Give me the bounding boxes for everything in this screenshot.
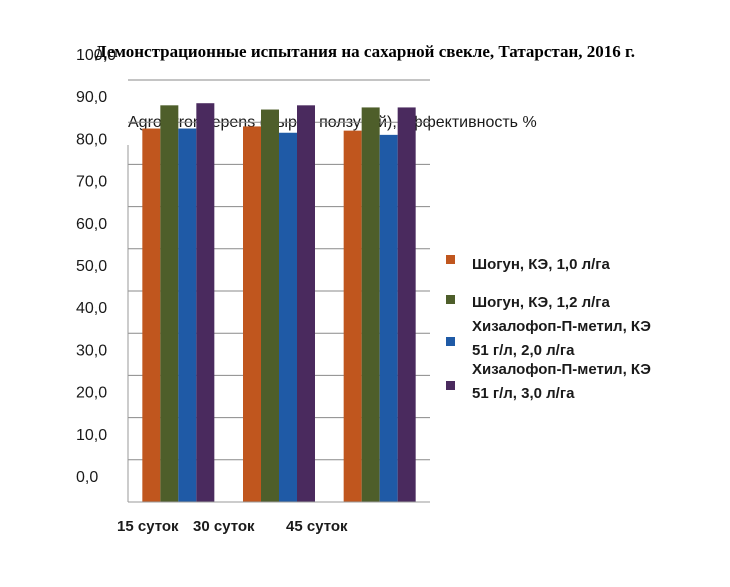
legend-swatch xyxy=(446,255,455,264)
y-tick-label: 30,0 xyxy=(76,342,107,359)
bar xyxy=(160,105,179,502)
y-tick-label: 90,0 xyxy=(76,89,107,106)
bar xyxy=(196,103,215,503)
x-tick-label: 30 суток xyxy=(193,518,255,535)
page-title: Демонстрационные испытания на сахарной с… xyxy=(94,42,636,61)
x-tick-labels: 15 суток 30 суток 45 суток xyxy=(117,518,348,535)
legend-swatch xyxy=(446,337,455,346)
bar xyxy=(297,105,315,502)
bar xyxy=(279,132,297,502)
bar xyxy=(243,126,261,503)
legend-label: 51 г/л, 2,0 л/га xyxy=(472,342,575,359)
bar xyxy=(261,109,279,502)
legend-swatch xyxy=(446,381,455,390)
bar xyxy=(397,107,416,503)
bar xyxy=(379,134,398,503)
y-tick-label: 60,0 xyxy=(76,216,107,233)
y-tick-label: 0,0 xyxy=(76,469,98,486)
legend-label: Шогун, КЭ, 1,2 л/га xyxy=(472,294,611,311)
y-tick-label: 20,0 xyxy=(76,385,107,402)
legend-label: Хизалофоп-П-метил, КЭ xyxy=(472,318,651,335)
y-tick-label: 80,0 xyxy=(76,131,107,148)
legend-label: 51 г/л, 3,0 л/га xyxy=(472,385,575,402)
x-tick-label: 15 суток xyxy=(117,518,179,535)
y-tick-label: 70,0 xyxy=(76,174,107,191)
bars xyxy=(142,103,416,503)
y-tick-label: 50,0 xyxy=(76,258,107,275)
x-tick-label: 45 суток xyxy=(286,518,348,535)
legend-swatch xyxy=(446,295,455,304)
bar xyxy=(178,128,197,502)
legend: Шогун, КЭ, 1,0 л/га Шогун, КЭ, 1,2 л/га Хи… xyxy=(446,255,651,402)
y-tick-label: 100,0 xyxy=(76,47,116,64)
legend-label: Хизалофоп-П-метил, КЭ xyxy=(472,361,651,378)
y-tick-label: 10,0 xyxy=(76,427,107,444)
y-tick-label: 40,0 xyxy=(76,300,107,317)
bar xyxy=(361,107,380,503)
y-tick-labels: 0,0 10,0 20,0 30,0 40,0 50,0 60,0 70,0 80,0 90,0 1… xyxy=(76,47,116,486)
bar xyxy=(142,128,161,502)
legend-label: Шогун, КЭ, 1,0 л/га xyxy=(472,256,611,273)
bar xyxy=(343,130,362,502)
